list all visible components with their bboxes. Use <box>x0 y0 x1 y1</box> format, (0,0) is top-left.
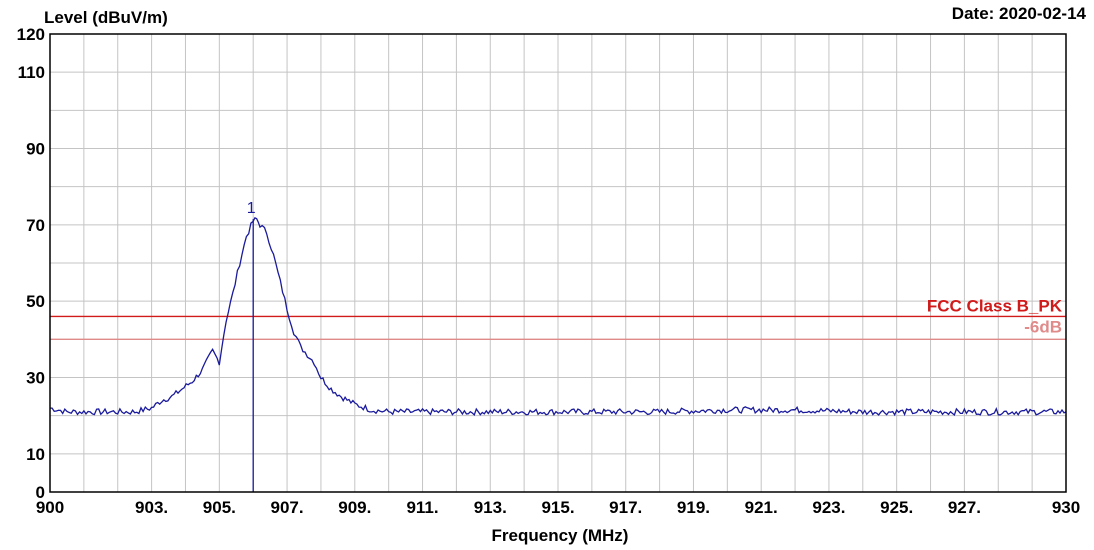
x-axis-title: Frequency (MHz) <box>492 526 629 545</box>
x-ticks: 900 903. 905. 907. 909. 911. 913. 915. 917. 919. 9… <box>36 498 1080 517</box>
y-tick-label: 90 <box>26 140 45 159</box>
x-tick-label: 913. <box>474 498 507 517</box>
y-tick-label: 10 <box>26 445 45 464</box>
x-tick-label: 927. <box>948 498 981 517</box>
x-tick-label: 909. <box>338 498 371 517</box>
y-axis-label: Level (dBuV/m) <box>44 8 168 27</box>
x-tick-label: 919. <box>677 498 710 517</box>
x-tick-label: 925. <box>880 498 913 517</box>
x-tick-label: 921. <box>745 498 778 517</box>
y-tick-label: 50 <box>26 292 45 311</box>
grid <box>50 34 1066 492</box>
y-tick-label: 120 <box>17 25 45 44</box>
x-tick-label: 930 <box>1052 498 1080 517</box>
x-tick-label: 923. <box>812 498 845 517</box>
limit-line-label: -6dB <box>1024 317 1062 336</box>
x-tick-label: 917. <box>609 498 642 517</box>
x-tick-label: 903. <box>135 498 168 517</box>
x-tick-label: 915. <box>541 498 574 517</box>
x-tick-label: 907. <box>271 498 304 517</box>
y-tick-label: 110 <box>18 63 45 82</box>
limit-line-label: FCC Class B_PK <box>927 296 1063 315</box>
y-tick-label: 70 <box>26 216 45 235</box>
x-tick-label: 905. <box>203 498 236 517</box>
x-tick-label: 900 <box>36 498 64 517</box>
peak-marker: 1 <box>247 200 256 492</box>
date-label: Date: 2020-02-14 <box>952 4 1087 23</box>
x-tick-label: 911. <box>406 498 438 517</box>
y-tick-label: 30 <box>26 369 45 388</box>
marker-label: 1 <box>247 200 256 217</box>
